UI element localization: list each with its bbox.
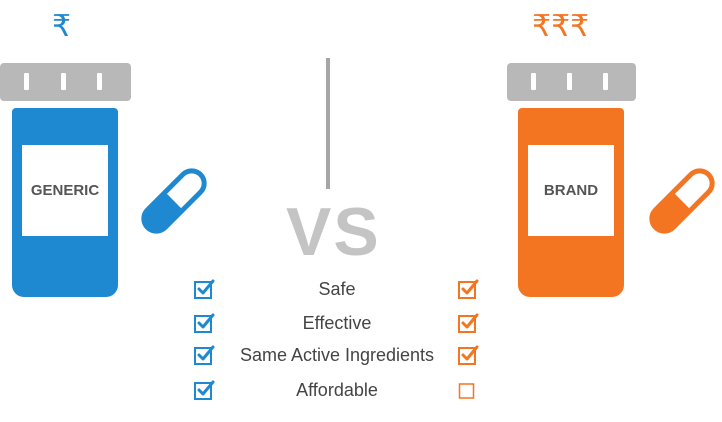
generic-bottle-cap	[0, 63, 131, 101]
comparison-row-effective: Effective	[0, 310, 722, 336]
brand-label: BRAND	[528, 145, 614, 236]
vs-text: VS	[286, 194, 381, 270]
brand-bottle: BRAND	[518, 108, 624, 297]
generic-price: ₹	[52, 9, 72, 44]
brand-checkbox-checked-icon	[458, 313, 479, 333]
generic-checkbox-checked-icon	[194, 345, 215, 365]
generic-checkbox-checked-icon	[194, 313, 215, 333]
generic-checkbox-checked-icon	[194, 279, 215, 299]
generic-label: GENERIC	[22, 145, 108, 236]
brand-checkbox-checked-icon	[458, 279, 479, 299]
generic-pill-icon	[141, 168, 207, 234]
brand-pill-icon	[649, 168, 715, 234]
center-divider	[326, 58, 330, 189]
comparison-row-same-active-ingredients: Same Active Ingredients	[0, 342, 722, 368]
comparison-label: Effective	[302, 313, 372, 333]
brand-checkbox-unchecked-icon	[458, 383, 475, 399]
brand-price: ₹₹₹	[532, 9, 590, 44]
brand-bottle-cap	[507, 63, 636, 101]
brand-checkbox-checked-icon	[458, 345, 479, 365]
comparison-label: Same Active Ingredients	[239, 345, 435, 365]
generic-bottle: GENERIC	[12, 108, 118, 297]
comparison-row-affordable: Affordable	[0, 377, 722, 403]
comparison-label: Affordable	[296, 380, 378, 400]
comparison-row-safe: Safe	[0, 276, 722, 302]
generic-checkbox-checked-icon	[194, 380, 215, 400]
comparison-label: Safe	[318, 279, 356, 299]
